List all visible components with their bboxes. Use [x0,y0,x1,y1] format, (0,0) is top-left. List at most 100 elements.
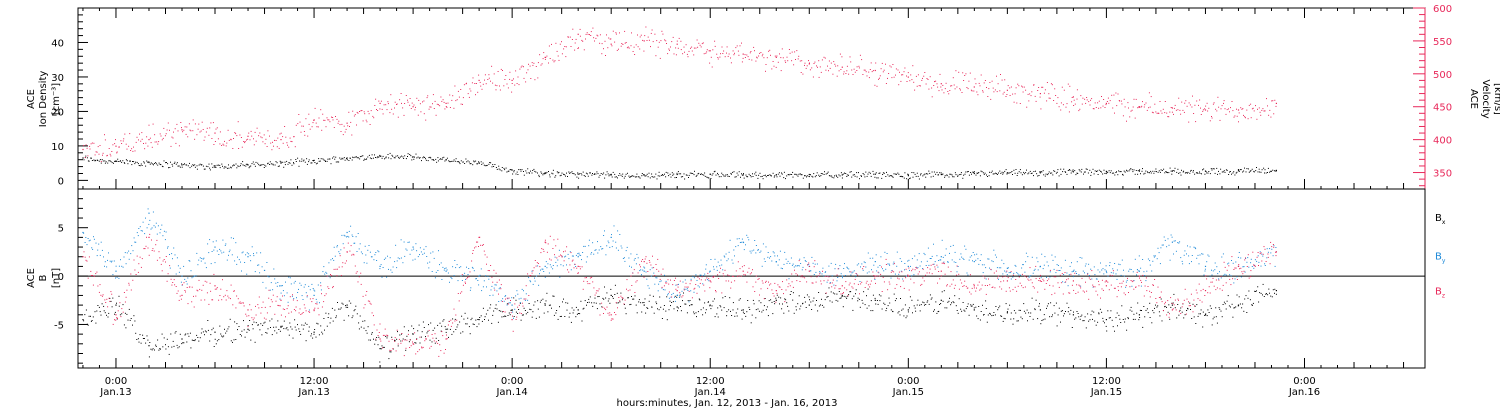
velocity-sample [865,71,867,73]
bx-sample [1169,318,1171,320]
bx-sample [758,310,760,312]
bx-sample [823,306,825,308]
bx-point [1006,312,1008,314]
bz-sample [202,284,204,286]
velocity-sample [1173,107,1175,109]
by-sample [261,266,263,268]
bx-point [115,304,117,306]
by-sample [392,266,394,268]
bz-sample [153,250,155,252]
by-sample [235,242,237,244]
velocity-sample [1211,117,1213,119]
ion-density-sample [1201,173,1202,175]
bx-sample [961,310,963,312]
ion-density-sample [798,173,800,175]
velocity-sample [771,68,773,70]
ion-density-sample [1098,169,1100,171]
bx-sample [259,329,261,331]
by-sample [283,295,285,297]
bz-point [82,256,84,258]
by-sample [1154,255,1156,257]
bx-sample [947,301,949,303]
ion-density-sample [1155,168,1157,170]
velocity-sample [1113,94,1115,96]
by-sample [336,246,338,248]
velocity-sample [561,41,562,43]
velocity-sample [500,68,502,70]
ion-density-sample [688,174,690,176]
bx-sample [691,304,693,306]
bx-sample [501,316,503,318]
ion-density-sample [558,171,560,173]
ion-density-sample [1187,171,1189,173]
bx-sample [304,322,306,324]
velocity-sample [846,65,848,67]
by-sample [1245,258,1247,259]
bx-sample [726,311,728,313]
ion-density-sample [382,155,384,157]
by-sample [1253,267,1255,269]
bz-sample [284,309,286,310]
velocity-sample [429,106,431,108]
bz-sample [126,289,128,291]
by-sample [873,264,875,266]
by-sample [354,242,356,244]
by-sample [993,249,995,251]
bx-sample [607,300,609,302]
by-sample [419,254,420,256]
velocity-sample [1100,107,1102,109]
by-sample [120,259,121,261]
velocity-sample [277,137,279,139]
velocity-sample [589,34,590,36]
by-sample [955,262,957,263]
bx-sample [1210,307,1212,309]
by-sample [198,259,200,261]
ion-density-sample [1100,170,1101,172]
ion-density-sample [695,175,697,177]
ion-density-sample [960,172,962,174]
bx-sample [863,291,865,293]
bx-sample [345,305,346,307]
by-sample [489,295,491,296]
bx-sample [1063,315,1064,317]
by-sample [963,259,965,260]
ion-density-sample [310,162,312,164]
by-sample [635,263,637,265]
velocity-sample [918,85,920,87]
by-sample [865,266,867,268]
velocity-sample [835,65,837,67]
by-point [841,275,843,277]
bz-sample [392,348,394,350]
velocity-sample [879,75,881,77]
ion-density-sample [577,172,579,174]
velocity-sample [185,133,187,135]
velocity-sample [343,125,345,127]
velocity-sample [916,85,918,87]
ion-density-sample [151,163,153,165]
velocity-sample [1247,118,1249,120]
by-point [973,261,975,263]
velocity-sample [495,89,497,91]
velocity-sample [253,138,254,140]
bx-sample [505,315,507,317]
by-sample [517,293,519,295]
bx-sample [227,328,229,330]
bx-sample [338,308,340,310]
velocity-sample [523,77,525,79]
velocity-sample [212,122,214,124]
velocity-sample [789,52,791,54]
by-sample [814,263,816,265]
bx-sample [804,296,806,298]
by-sample [748,239,750,241]
ion-density-sample [1114,174,1116,176]
bx-sample [779,303,780,305]
bx-sample [556,310,558,311]
ion-density-sample [825,173,827,175]
bx-sample [408,341,410,343]
bz-sample [167,273,169,275]
bx-sample [326,325,328,327]
bx-sample [1095,324,1097,326]
ion-density-sample [517,174,519,175]
bx-point [1237,304,1240,306]
bx-sample [449,328,451,330]
